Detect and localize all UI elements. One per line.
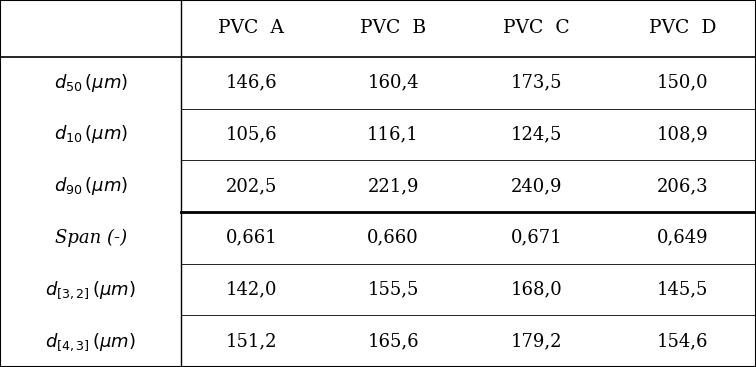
Text: PVC  D: PVC D — [649, 19, 716, 37]
Text: 146,6: 146,6 — [225, 74, 277, 92]
Text: 116,1: 116,1 — [367, 126, 419, 143]
Text: $d_{[3,2]}\,({\mu}m)$: $d_{[3,2]}\,({\mu}m)$ — [45, 279, 136, 300]
Text: 0,660: 0,660 — [367, 229, 419, 247]
Text: 155,5: 155,5 — [367, 280, 419, 298]
Text: 145,5: 145,5 — [657, 280, 708, 298]
Text: 202,5: 202,5 — [226, 177, 277, 195]
Text: PVC  B: PVC B — [360, 19, 426, 37]
Text: 0,649: 0,649 — [656, 229, 708, 247]
Text: $d_{90}\,({\mu}m)$: $d_{90}\,({\mu}m)$ — [54, 175, 128, 197]
Text: Span (-): Span (-) — [54, 229, 127, 247]
Text: 221,9: 221,9 — [367, 177, 419, 195]
Text: 150,0: 150,0 — [656, 74, 708, 92]
Text: 206,3: 206,3 — [656, 177, 708, 195]
Text: PVC  A: PVC A — [218, 19, 284, 37]
Text: 168,0: 168,0 — [511, 280, 562, 298]
Text: 160,4: 160,4 — [367, 74, 419, 92]
Text: 108,9: 108,9 — [656, 126, 708, 143]
Text: 124,5: 124,5 — [511, 126, 562, 143]
Text: 165,6: 165,6 — [367, 332, 419, 350]
Text: 151,2: 151,2 — [225, 332, 277, 350]
Text: 179,2: 179,2 — [511, 332, 562, 350]
Text: 142,0: 142,0 — [225, 280, 277, 298]
Text: 173,5: 173,5 — [511, 74, 562, 92]
Text: $d_{50}\,({\mu}m)$: $d_{50}\,({\mu}m)$ — [54, 72, 128, 94]
Text: 240,9: 240,9 — [511, 177, 562, 195]
Text: $d_{10}\,({\mu}m)$: $d_{10}\,({\mu}m)$ — [54, 123, 128, 145]
Text: PVC  C: PVC C — [503, 19, 570, 37]
Text: 154,6: 154,6 — [656, 332, 708, 350]
Text: 105,6: 105,6 — [225, 126, 277, 143]
Text: 0,671: 0,671 — [511, 229, 562, 247]
Text: 0,661: 0,661 — [225, 229, 277, 247]
Text: $d_{[4,3]}\,({\mu}m)$: $d_{[4,3]}\,({\mu}m)$ — [45, 331, 136, 352]
